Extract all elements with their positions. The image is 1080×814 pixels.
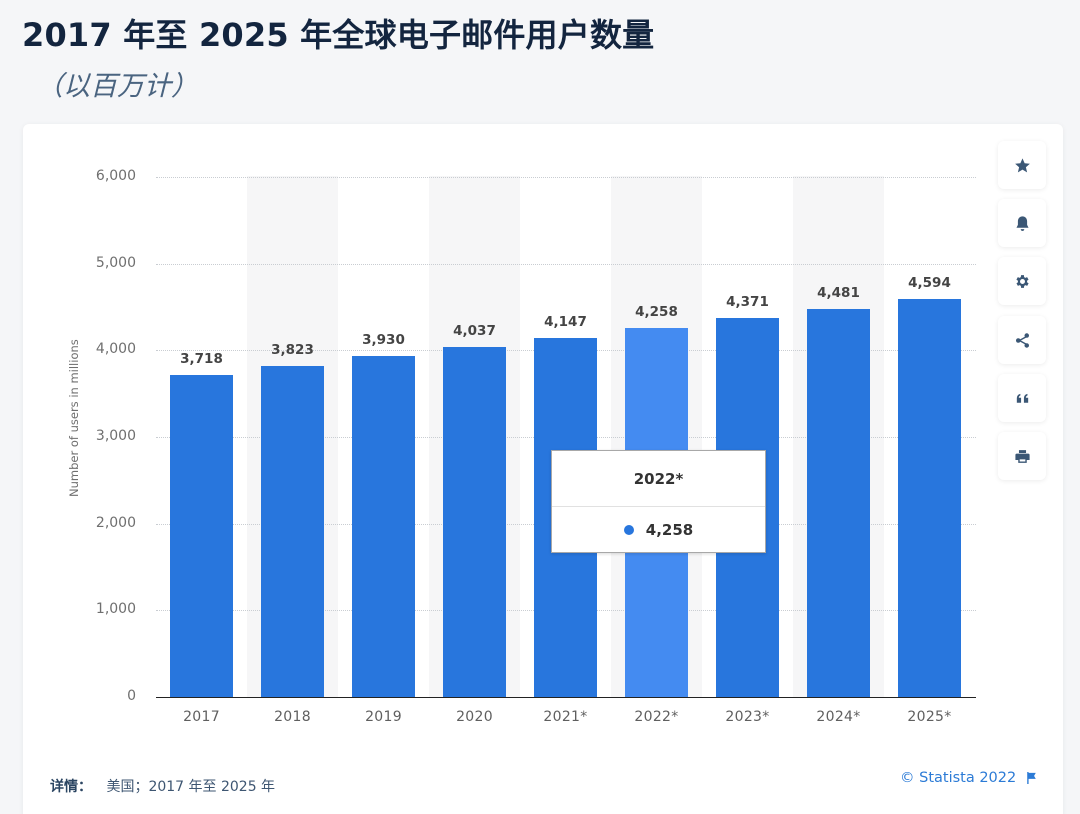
star-icon (1014, 157, 1030, 172)
share-icon (1015, 332, 1029, 348)
bar-value-label: 4,147 (544, 313, 587, 330)
y-tick-label: 5,000 (95, 255, 136, 271)
y-tick-label: 3,000 (95, 428, 136, 444)
gridline (156, 177, 976, 178)
x-tick-label: 2023* (725, 709, 770, 725)
y-tick-label: 2,000 (95, 515, 136, 531)
bar-2020[interactable] (443, 347, 506, 697)
print-button[interactable] (998, 432, 1046, 480)
bar-value-label: 4,481 (817, 284, 860, 301)
bar-value-label: 3,930 (362, 332, 405, 349)
bar-2024[interactable] (807, 308, 870, 697)
x-axis-line (156, 697, 976, 698)
gridline (156, 264, 976, 265)
bar-2018[interactable] (261, 365, 324, 697)
printer-icon (1014, 449, 1030, 463)
bar-value-label: 4,594 (908, 274, 951, 291)
chart-tooltip: 2022* 4,258 (551, 450, 766, 553)
copyright-text: © Statista 2022 (900, 770, 1017, 786)
settings-button[interactable] (998, 257, 1046, 305)
bell-icon (1015, 215, 1029, 231)
quote-icon (1016, 393, 1028, 403)
tooltip-title: 2022* (552, 451, 765, 507)
x-tick-label: 2017 (183, 709, 220, 725)
bar-2017[interactable] (170, 374, 233, 697)
bar-2019[interactable] (352, 356, 415, 697)
page-subtitle: （以百万计） (36, 71, 198, 102)
page-title: 2017 年至 2025 年全球电子邮件用户数量 (22, 16, 655, 54)
y-tick-label: 6,000 (95, 168, 136, 184)
x-tick-label: 2021* (543, 709, 588, 725)
bar-2025[interactable] (898, 298, 961, 697)
gear-icon (1015, 274, 1029, 288)
y-tick-label: 0 (127, 688, 136, 704)
bar-value-label: 4,037 (453, 323, 496, 340)
y-tick-label: 4,000 (95, 341, 136, 357)
x-tick-label: 2024* (816, 709, 861, 725)
copyright-link[interactable]: © Statista 2022 (900, 770, 1037, 786)
share-button[interactable] (998, 316, 1046, 364)
x-tick-label: 2020 (456, 709, 493, 725)
x-tick-label: 2018 (274, 709, 311, 725)
details-text: 美国；2017 年至 2025 年 (106, 779, 276, 795)
x-tick-label: 2019 (365, 709, 402, 725)
y-tick-label: 1,000 (95, 601, 136, 617)
tooltip-body: 4,258 (552, 507, 765, 552)
bar-value-label: 4,258 (635, 303, 678, 320)
bar-value-label: 3,823 (271, 341, 314, 358)
x-tick-label: 2022* (634, 709, 679, 725)
notification-button[interactable] (998, 199, 1046, 247)
favorite-button[interactable] (998, 141, 1046, 189)
series-dot-icon (623, 524, 634, 535)
tooltip-value: 4,258 (645, 520, 694, 539)
flag-icon (1027, 772, 1037, 784)
x-tick-label: 2025* (907, 709, 952, 725)
bar-value-label: 4,371 (726, 294, 769, 311)
cite-button[interactable] (998, 374, 1046, 422)
bar-value-label: 3,718 (180, 350, 223, 367)
details-label: 详情： (50, 779, 92, 795)
details-line: 详情： 美国；2017 年至 2025 年 (50, 776, 275, 796)
